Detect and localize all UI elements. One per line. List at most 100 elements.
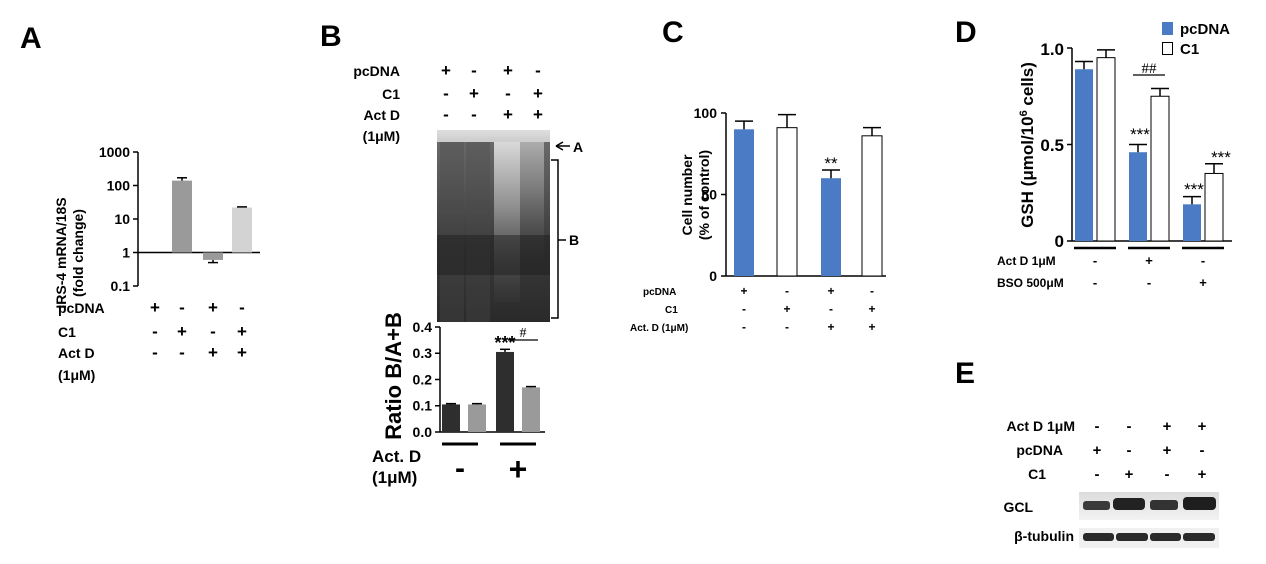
b-hash-mark: # bbox=[520, 326, 527, 341]
e-sign: - bbox=[1095, 466, 1100, 483]
e-sign: - bbox=[1095, 418, 1100, 435]
e-sign: - bbox=[1127, 442, 1132, 459]
c-signs: + - + - - + - + - - + + bbox=[740, 284, 875, 334]
panel-b: pcDNA C1 Act D (1μM) + - + - - + - + - - + + A B Ra… bbox=[353, 61, 583, 487]
b-gel-sign: + bbox=[533, 105, 543, 124]
e-band-label-tubulin: β-tubulin bbox=[1014, 528, 1074, 544]
c-bar bbox=[821, 178, 841, 276]
c-cond-label-c1: C1 bbox=[665, 305, 678, 316]
a-sign: + bbox=[208, 343, 218, 362]
b-bar bbox=[522, 387, 540, 432]
d-legend-label-pcdna: pcDNA bbox=[1180, 21, 1230, 38]
d-bar bbox=[1150, 95, 1170, 242]
d-cond-label-bso: BSO 500μM bbox=[997, 276, 1064, 290]
b-bars bbox=[442, 348, 540, 432]
b-gel-signs: + - + - - + - + - - + + bbox=[441, 61, 543, 124]
a-sign: - bbox=[179, 298, 185, 317]
c-sign: - bbox=[870, 284, 874, 298]
c-ylabel: Cell number (% of control) bbox=[679, 150, 712, 240]
a-bars bbox=[172, 177, 252, 264]
c-bar bbox=[776, 127, 798, 277]
b-ytick-label: 0.4 bbox=[413, 319, 433, 335]
panel-label-c: C bbox=[662, 16, 684, 49]
b-bar bbox=[468, 404, 486, 432]
c-sign: - bbox=[785, 284, 789, 298]
d-hash-mark: ## bbox=[1142, 61, 1158, 77]
c-sign: + bbox=[868, 302, 875, 316]
e-cond-label-c1: C1 bbox=[1028, 466, 1046, 482]
e-sign: + bbox=[1198, 466, 1207, 483]
d-legend-label-c1: C1 bbox=[1180, 41, 1199, 58]
b-gel-sign: - bbox=[471, 105, 477, 124]
band-b-bracket bbox=[551, 159, 559, 319]
a-sign: + bbox=[150, 298, 160, 317]
d-sign: + bbox=[1199, 275, 1207, 290]
d-bars bbox=[1075, 49, 1224, 242]
a-ylabel: IRS-4 mRNA/18S (fold change) bbox=[53, 197, 86, 308]
a-cond-label-actd: Act D bbox=[58, 345, 95, 361]
e-sign: + bbox=[1163, 418, 1172, 435]
d-ylabel: GSH (μmol/106 cells) bbox=[1018, 62, 1037, 228]
e-cond-label-pcdna: pcDNA bbox=[1016, 442, 1063, 458]
d-stars-bso-pcdna: *** bbox=[1184, 180, 1204, 199]
a-sign: - bbox=[152, 322, 158, 341]
d-bar bbox=[1096, 57, 1116, 242]
b-gel-sign: - bbox=[505, 84, 511, 103]
b-cond-label-actd: Act D bbox=[363, 107, 400, 123]
b-xlabel-line1: Act. D bbox=[372, 447, 421, 466]
c-sign: - bbox=[742, 302, 746, 316]
c-sign: - bbox=[742, 320, 746, 334]
c-cond-label-pcdna: pcDNA bbox=[643, 287, 676, 298]
b-cond-label-pcdna: pcDNA bbox=[353, 63, 400, 79]
d-bar bbox=[1204, 172, 1224, 242]
d-cond-label-actd: Act D 1μM bbox=[997, 254, 1056, 268]
b-ytick-label: 0.2 bbox=[413, 372, 433, 388]
e-sign: - bbox=[1165, 466, 1170, 483]
a-ytick-label: 1000 bbox=[99, 144, 130, 160]
c-ylabel-line2: (% of control) bbox=[696, 150, 712, 240]
panel-label-a: A bbox=[20, 22, 42, 55]
b-bar bbox=[442, 404, 460, 432]
a-sign: - bbox=[239, 298, 245, 317]
d-legend-swatch-pcdna bbox=[1162, 22, 1173, 35]
c-sign: + bbox=[868, 320, 875, 334]
b-cond-label-c1: C1 bbox=[382, 86, 400, 102]
b-gel-sign: + bbox=[503, 105, 513, 124]
d-ytick-label: 0 bbox=[1055, 232, 1064, 251]
a-cond-label-pcdna: pcDNA bbox=[58, 300, 105, 316]
d-stars-bso-c1: *** bbox=[1211, 148, 1231, 167]
e-signs: - - + + + - + - - + - + bbox=[1093, 418, 1207, 483]
b-group-sign-plus: + bbox=[509, 451, 528, 487]
c-sign: + bbox=[827, 284, 834, 298]
a-signs: + - + -- + - +- - + + bbox=[150, 298, 247, 362]
d-bar bbox=[1129, 152, 1147, 241]
d-sign: - bbox=[1201, 253, 1205, 268]
c-bar bbox=[861, 135, 883, 277]
d-bar bbox=[1183, 204, 1201, 241]
a-ytick-label: 0.1 bbox=[111, 278, 131, 294]
e-sign: - bbox=[1200, 442, 1205, 459]
panel-c: Cell number (% of control) 100 50 0 ** p… bbox=[630, 105, 886, 334]
e-sign: + bbox=[1125, 466, 1134, 483]
a-sign: - bbox=[152, 343, 158, 362]
a-ytick-label: 10 bbox=[114, 211, 130, 227]
c-ytick-label: 0 bbox=[709, 268, 717, 284]
d-signs: - + - - - + bbox=[1093, 253, 1207, 290]
e-sign: + bbox=[1163, 442, 1172, 459]
b-cond-label-conc: (1μM) bbox=[363, 128, 400, 144]
b-bar bbox=[496, 351, 514, 432]
a-bar bbox=[203, 252, 223, 260]
e-sign: - bbox=[1127, 418, 1132, 435]
a-bar bbox=[172, 180, 192, 253]
c-cond-label-actd: Act. D (1μM) bbox=[630, 323, 688, 334]
a-bar bbox=[232, 207, 252, 253]
a-sign: + bbox=[237, 343, 247, 362]
e-sign: + bbox=[1093, 442, 1102, 459]
a-sign: + bbox=[237, 322, 247, 341]
b-gel-sign: + bbox=[469, 84, 479, 103]
d-stars-actd-pcdna: *** bbox=[1130, 125, 1150, 144]
b-gel-sign: - bbox=[443, 84, 449, 103]
c-bar bbox=[734, 129, 754, 276]
panel-e: Act D 1μM pcDNA C1 - - + + + - + - - + - + GCL β-tu… bbox=[1003, 418, 1219, 548]
